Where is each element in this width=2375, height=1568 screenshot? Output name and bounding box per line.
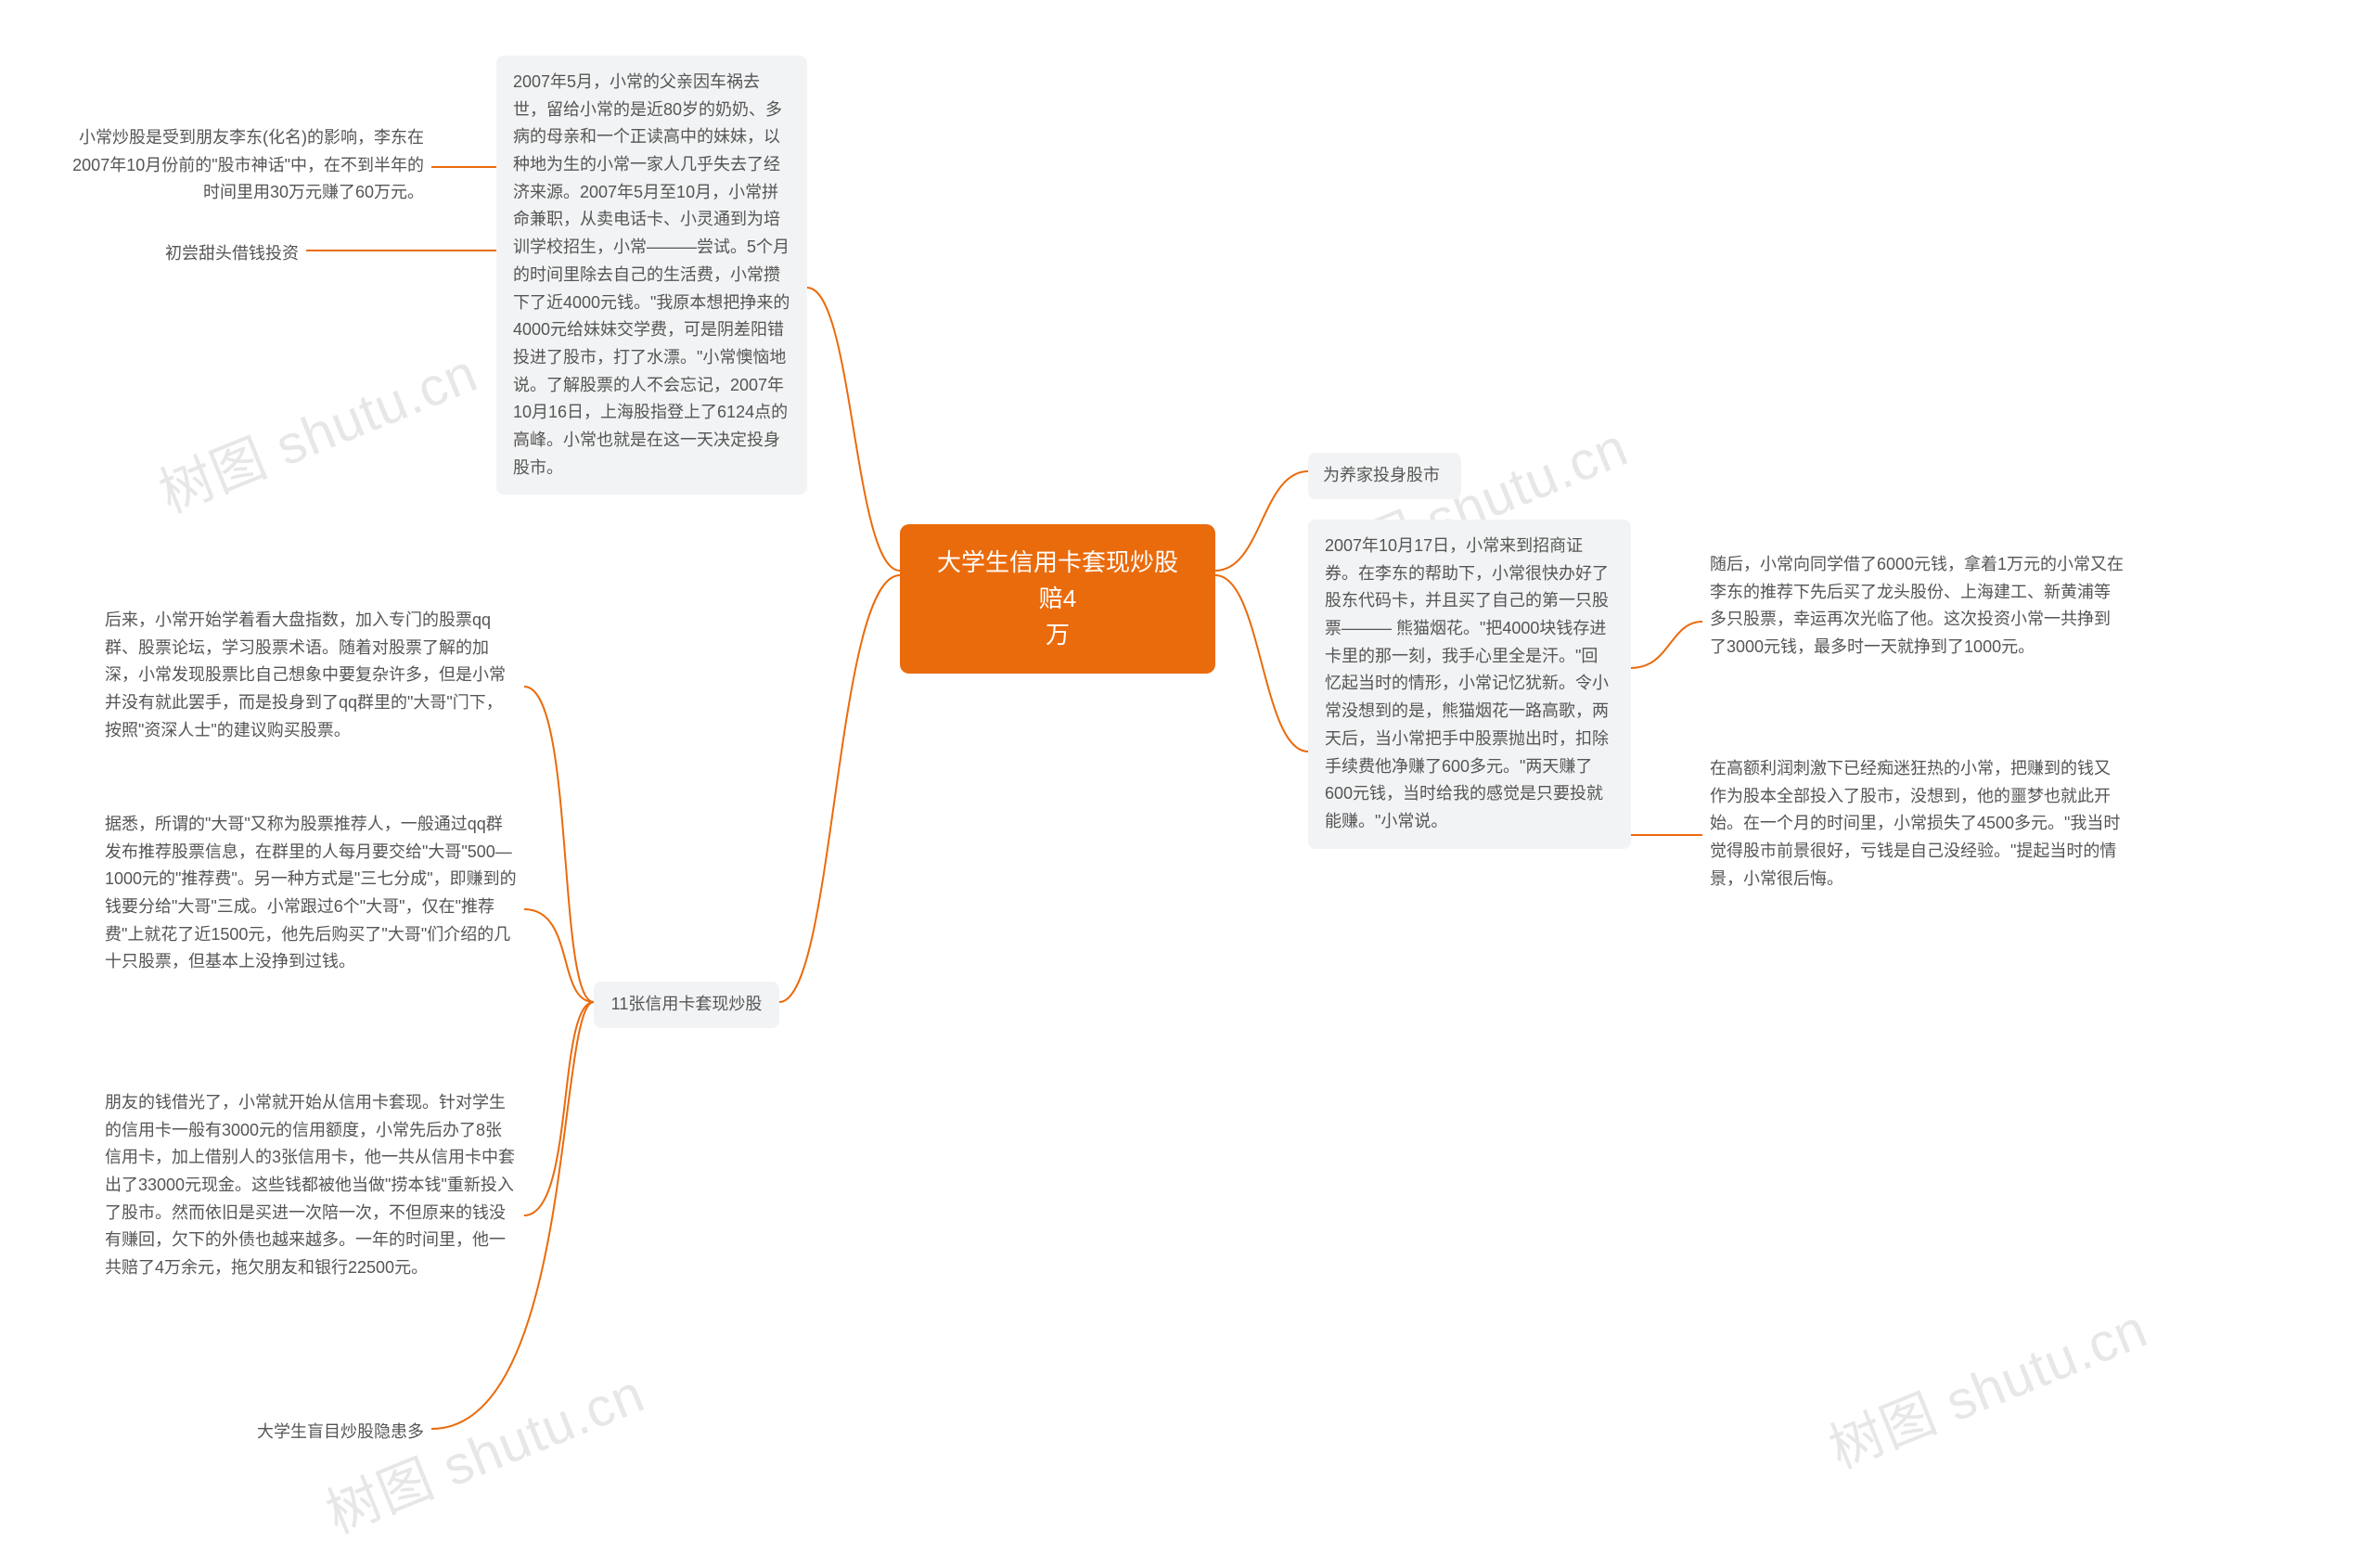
watermark: 树图 shutu.cn — [146, 329, 486, 528]
right-branch1-detail: 2007年10月17日，小常来到招商证券。在李东的帮助下，小常很快办好了股东代码… — [1308, 520, 1631, 849]
center-line2: 万 — [931, 617, 1184, 653]
left-b2-detail-a: 后来，小常开始学着看大盘指数，加入专门的股票qq群、股票论坛，学习股票术语。随着… — [97, 603, 524, 748]
left-b2-tail-label: 大学生盲目炒股隐患多 — [227, 1415, 431, 1450]
right-branch1-label: 为养家投身股市 — [1308, 453, 1461, 499]
center-line1: 大学生信用卡套现炒股赔4 — [931, 545, 1184, 617]
right-side2: 在高额利润刺激下已经痴迷狂热的小常，把赚到的钱又作为股本全部投入了股市，没想到，… — [1702, 752, 2134, 896]
left-b2-detail-b: 据悉，所谓的"大哥"又称为股票推荐人，一般通过qq群发布推荐股票信息，在群里的人… — [97, 807, 524, 980]
left-side2-label: 初尝甜头借钱投资 — [139, 237, 306, 272]
right-side1: 随后，小常向同学借了6000元钱，拿着1万元的小常又在李东的推荐下先后买了龙头股… — [1702, 547, 2134, 665]
left-side1: 小常炒股是受到朋友李东(化名)的影响，李东在2007年10月份前的"股市神话"中… — [51, 121, 431, 211]
watermark: 树图 shutu.cn — [1816, 1285, 2156, 1484]
left-branch1-detail: 2007年5月，小常的父亲因车祸去世，留给小常的是近80岁的奶奶、多病的母亲和一… — [496, 56, 807, 495]
center-node: 大学生信用卡套现炒股赔4 万 — [900, 524, 1215, 674]
left-b2-detail-c: 朋友的钱借光了，小常就开始从信用卡套现。针对学生的信用卡一般有3000元的信用额… — [97, 1086, 524, 1286]
left-branch2-label: 11张信用卡套现炒股 — [594, 982, 779, 1028]
